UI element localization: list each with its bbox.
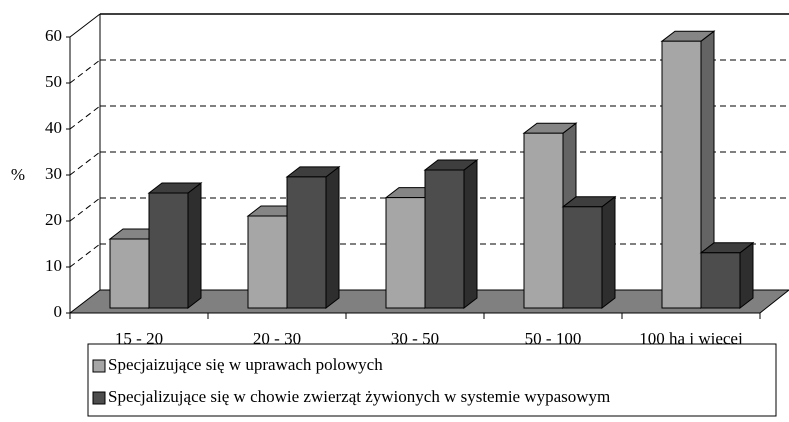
x-tick-label: 20 - 30: [253, 329, 301, 348]
bar: [700, 252, 741, 309]
bar-side: [601, 195, 616, 310]
x-tick-label: 100 ha i więcej: [639, 329, 742, 348]
x-tick-label: 30 - 50: [391, 329, 439, 348]
legend-box: [87, 343, 777, 417]
legend-label: Specjalizujące się w chowie zwierząt żyw…: [108, 387, 610, 406]
bar-side: [187, 181, 202, 310]
grid-line: [69, 59, 101, 84]
x-tick-label: 15 - 20: [115, 329, 163, 348]
legend-label: Specjaizujące się w uprawach polowych: [108, 355, 383, 374]
x-tick-label: 50 - 100: [525, 329, 582, 348]
bar: [286, 176, 327, 309]
bar: [424, 169, 465, 309]
bar-side: [463, 158, 478, 310]
y-tick-label: 0: [54, 302, 63, 321]
wall-diagonal: [69, 13, 101, 38]
bar-side: [325, 165, 340, 310]
bar: [661, 40, 702, 309]
y-tick-label: 50: [45, 72, 62, 91]
bar-side: [739, 241, 754, 310]
bar: [109, 238, 150, 309]
y-tick-label: 20: [45, 210, 62, 229]
bar: [562, 206, 603, 309]
bar: [148, 192, 189, 309]
legend-swatch: [92, 359, 106, 373]
grid-line: [69, 151, 101, 176]
y-axis-label: %: [11, 165, 25, 184]
bar: [385, 197, 426, 309]
grid-line: [69, 243, 101, 268]
bar: [523, 132, 564, 309]
y-tick-label: 40: [45, 118, 62, 137]
y-tick-label: 10: [45, 256, 62, 275]
grid-line: [69, 105, 101, 130]
legend-swatch: [92, 391, 106, 405]
y-tick-label: 30: [45, 164, 62, 183]
y-tick-label: 60: [45, 26, 62, 45]
grid-line: [69, 197, 101, 222]
bar: [247, 215, 288, 309]
